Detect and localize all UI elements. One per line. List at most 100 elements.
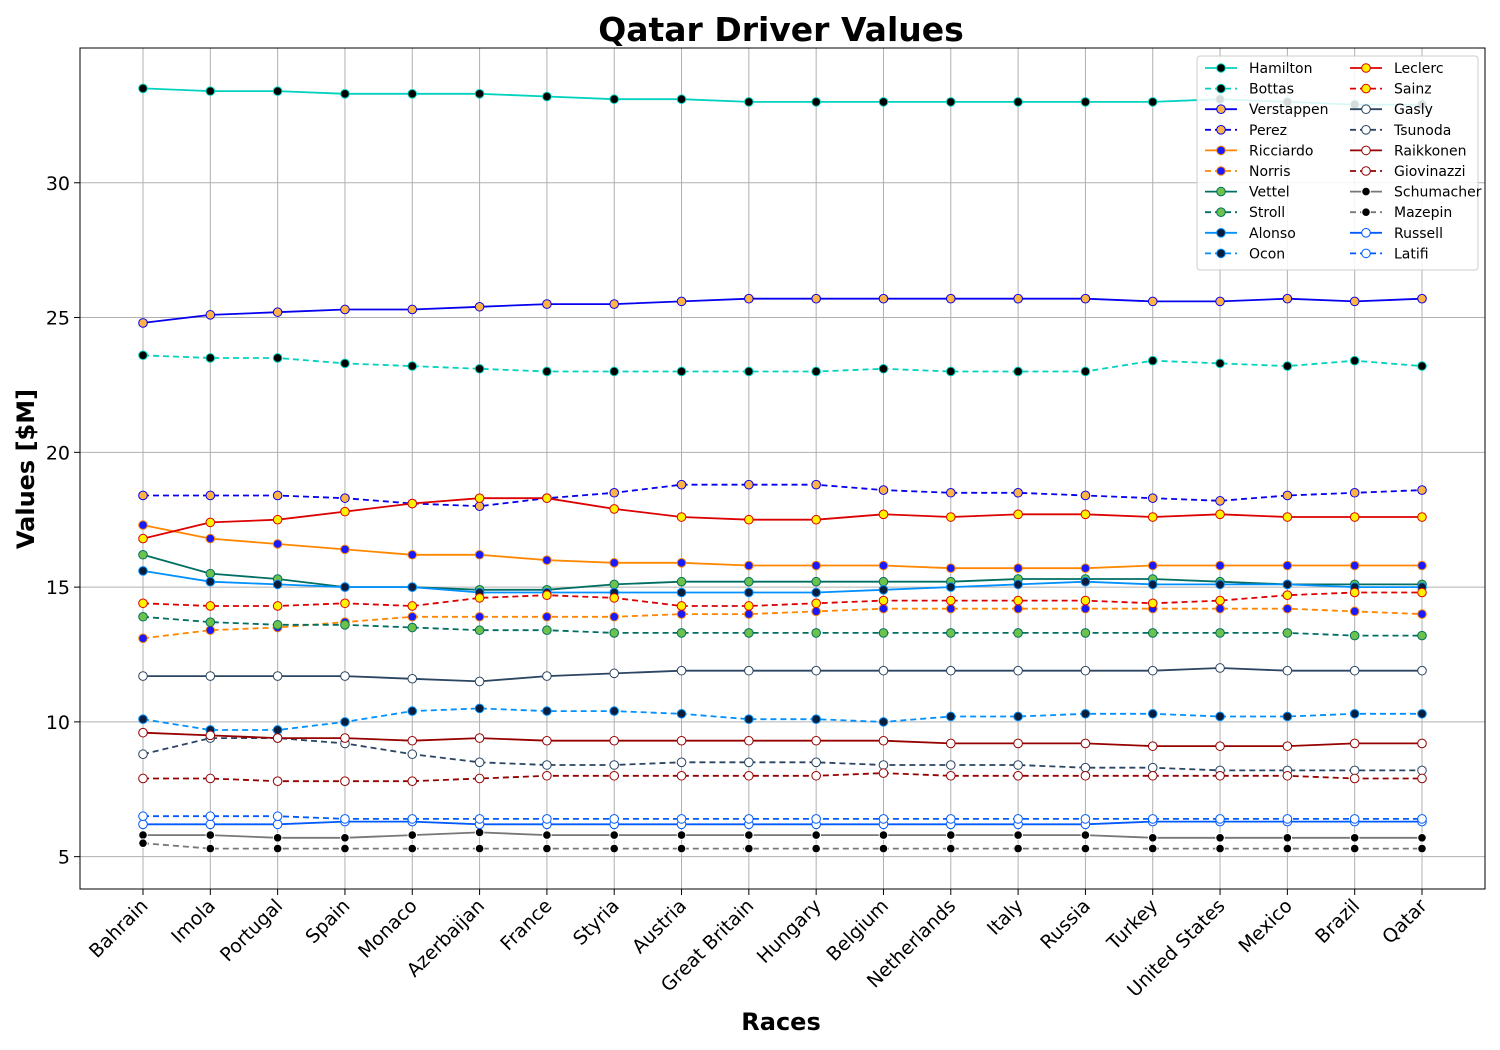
data-point xyxy=(1215,843,1225,854)
data-point xyxy=(407,89,418,99)
legend-entry: Russell xyxy=(1350,226,1443,242)
legend-swatch-marker xyxy=(1216,186,1226,197)
data-point xyxy=(340,814,350,824)
data-point xyxy=(1013,770,1023,781)
legend-swatch-marker xyxy=(1216,63,1226,73)
series-line xyxy=(142,354,1423,373)
legend-swatch-marker xyxy=(1361,186,1371,197)
data-point xyxy=(1147,770,1158,781)
data-point xyxy=(340,506,350,517)
data-point xyxy=(272,843,283,854)
legend-swatch-marker xyxy=(1216,207,1226,217)
data-point xyxy=(340,598,350,609)
data-point xyxy=(1013,711,1023,722)
data-point xyxy=(609,628,620,638)
legend-entry: Stroll xyxy=(1205,205,1285,221)
data-point xyxy=(542,611,552,622)
legend-swatch-marker xyxy=(1216,104,1226,114)
data-point xyxy=(1349,708,1360,719)
data-point xyxy=(676,770,687,781)
x-tick-label: Russia xyxy=(1036,895,1095,954)
data-point xyxy=(407,582,418,592)
data-point xyxy=(744,514,754,525)
data-point xyxy=(205,811,216,822)
data-point xyxy=(945,563,956,574)
data-point xyxy=(1349,560,1360,571)
data-point xyxy=(609,611,620,622)
data-point xyxy=(945,487,956,498)
legend: Hamilton Bottas Verstappen Perez Ricciardo No… xyxy=(1196,55,1482,271)
data-point xyxy=(744,628,754,638)
data-point xyxy=(1282,770,1293,781)
data-point xyxy=(1215,770,1225,781)
legend-swatch-marker xyxy=(1216,145,1226,156)
data-point xyxy=(138,318,148,328)
data-point xyxy=(878,576,889,587)
data-point xyxy=(945,603,956,614)
data-point xyxy=(272,86,283,96)
data-point xyxy=(811,598,821,609)
series-line xyxy=(142,607,1423,640)
legend-swatch-marker xyxy=(1216,248,1226,259)
legend-entry: Vettel xyxy=(1205,185,1290,201)
data-point xyxy=(609,668,620,679)
data-point xyxy=(542,555,552,565)
data-point xyxy=(1215,814,1225,824)
data-point xyxy=(878,97,889,107)
data-point xyxy=(744,601,754,611)
data-point xyxy=(945,628,956,638)
data-point xyxy=(1282,628,1293,638)
data-point xyxy=(811,479,821,490)
data-point xyxy=(811,97,821,107)
data-point xyxy=(272,601,283,611)
data-point xyxy=(1349,765,1360,776)
legend-swatch-marker xyxy=(1361,207,1371,217)
data-point xyxy=(878,584,889,595)
data-point xyxy=(1080,490,1091,501)
data-point xyxy=(340,717,350,727)
data-point xyxy=(1282,361,1293,371)
data-point xyxy=(609,94,620,105)
data-point xyxy=(878,603,889,614)
legend-label: Schumacher xyxy=(1394,185,1482,201)
data-point xyxy=(1349,355,1360,366)
data-point xyxy=(1282,512,1293,522)
data-point xyxy=(744,814,754,824)
data-point xyxy=(1013,760,1023,770)
data-point xyxy=(542,366,552,377)
data-point xyxy=(272,490,283,501)
data-point xyxy=(542,814,552,824)
data-point xyxy=(676,479,687,490)
data-point xyxy=(744,609,754,619)
series-schumacher xyxy=(138,827,1427,843)
data-point xyxy=(1282,490,1293,501)
data-point xyxy=(407,749,418,760)
data-point xyxy=(1013,487,1023,498)
data-point xyxy=(1417,560,1427,571)
data-point xyxy=(407,673,418,684)
data-point xyxy=(878,717,889,727)
data-point xyxy=(1349,665,1360,676)
data-point xyxy=(744,293,754,304)
data-point xyxy=(474,549,485,560)
series-line xyxy=(143,772,1422,783)
data-point xyxy=(676,587,687,598)
legend-entry: Ricciardo xyxy=(1205,143,1313,159)
data-point xyxy=(945,293,956,304)
data-point xyxy=(1147,512,1158,522)
legend-entry: Sainz xyxy=(1350,82,1432,98)
data-point xyxy=(744,770,754,781)
data-point xyxy=(811,665,821,676)
data-point xyxy=(138,490,148,501)
data-point xyxy=(1282,590,1293,600)
data-point xyxy=(1013,509,1023,520)
legend-swatch-marker xyxy=(1361,83,1371,94)
data-point xyxy=(272,733,283,743)
data-point xyxy=(811,628,821,638)
data-point xyxy=(340,582,350,592)
data-point xyxy=(945,843,956,854)
legend-swatch-marker xyxy=(1216,83,1226,94)
data-point xyxy=(676,601,687,611)
data-point xyxy=(744,587,754,598)
